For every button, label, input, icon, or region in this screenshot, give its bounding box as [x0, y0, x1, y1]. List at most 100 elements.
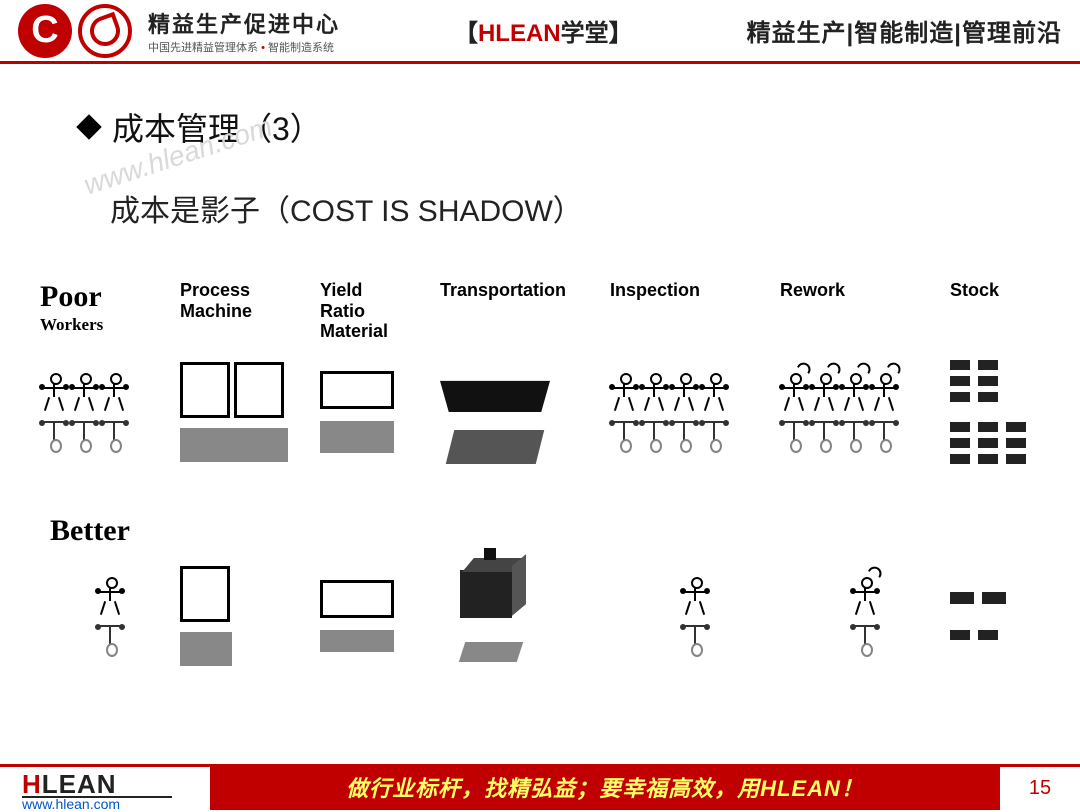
poor-text: Poor — [40, 280, 102, 313]
machine-icon — [180, 362, 230, 418]
stick-tool-icon — [851, 577, 879, 617]
machine-shadow-icon — [180, 428, 288, 462]
ship-shadow-icon — [446, 430, 544, 464]
label-stock: Stock — [950, 280, 1050, 301]
stick-icon — [96, 577, 124, 617]
shadow-icon — [870, 419, 898, 451]
stick-tool-icon — [840, 373, 868, 413]
material-icon — [320, 371, 394, 409]
brick-icon — [950, 630, 970, 640]
stick-icon — [670, 373, 698, 413]
poor-inspection — [610, 373, 780, 451]
logo-sub-a: 中国先进精益管理体系 — [148, 42, 258, 54]
bullet-text: 成本管理（3） — [112, 104, 322, 150]
shadow-icon — [70, 419, 98, 451]
label-process: Process Machine — [180, 280, 320, 321]
logo-ring-icon — [78, 4, 132, 58]
bullet-title: 成本管理（3） — [80, 104, 1020, 150]
machine-shadow-icon — [180, 632, 232, 666]
header-black: 学堂 — [561, 20, 609, 47]
l-y1: Yield — [320, 280, 362, 300]
stick-icon — [100, 373, 128, 413]
stick-icon — [700, 373, 728, 413]
footer: HLEAN www.hlean.com 做行业标杆，找精弘益；要幸福高效，用HL… — [0, 764, 1080, 810]
l-y3: Material — [320, 321, 388, 341]
poor-transport — [440, 360, 610, 464]
label-yield: Yield Ratio Material — [320, 280, 440, 342]
column-headers: Poor Workers Process Machine Yield Ratio… — [40, 280, 1050, 342]
shadow-icon — [681, 623, 709, 655]
brick-icon — [1006, 438, 1026, 448]
better-inspection — [610, 577, 780, 655]
logo-title: 精益生产促进中心 — [148, 7, 340, 39]
better-row — [40, 566, 1050, 666]
poor-row — [40, 360, 1050, 464]
poor-machines — [180, 362, 320, 462]
bracket-l: 【 — [454, 20, 478, 47]
footer-brand: HLEAN www.hlean.com — [0, 764, 210, 810]
subtitle: 成本是影子（COST IS SHADOW） — [110, 186, 1020, 230]
better-rework — [780, 577, 950, 655]
label-workers: Workers — [40, 315, 180, 335]
l-y2: Ratio — [320, 301, 365, 321]
brick-icon — [950, 376, 970, 386]
poor-stock — [950, 360, 1050, 464]
brick-icon — [950, 438, 970, 448]
stick-tool-icon — [870, 373, 898, 413]
cube-shadow-icon — [459, 642, 523, 662]
brick-icon — [950, 422, 970, 432]
shadow-icon — [610, 419, 638, 451]
label-better: Better — [50, 514, 1050, 548]
shadow-icon — [810, 419, 838, 451]
poor-workers — [40, 373, 180, 451]
shadow-icon — [670, 419, 698, 451]
better-stock — [950, 592, 1050, 640]
brick-icon — [978, 630, 998, 640]
brick-icon — [978, 360, 998, 370]
shadow-icon — [840, 419, 868, 451]
material-icon — [320, 580, 394, 618]
page-number: 15 — [1000, 764, 1080, 810]
label-rework: Rework — [780, 280, 950, 301]
header-center: 【HLEAN学堂】 — [340, 13, 747, 48]
brick-icon — [950, 592, 974, 604]
brick-icon — [1006, 454, 1026, 464]
machine-icon — [180, 566, 230, 622]
stick-tool-icon — [780, 373, 808, 413]
stick-icon — [70, 373, 98, 413]
dot-icon: • — [261, 42, 265, 54]
poor-rework — [780, 373, 950, 451]
logo-text: 精益生产促进中心 中国先进精益管理体系 • 智能制造系统 — [148, 7, 340, 55]
poor-material — [320, 371, 440, 453]
label-transport: Transportation — [440, 280, 610, 301]
material-shadow-icon — [320, 630, 394, 652]
brick-icon — [950, 360, 970, 370]
brand-h: H — [22, 769, 42, 799]
better-material — [320, 580, 440, 652]
footer-slogan: 做行业标杆，找精弘益；要幸福高效，用HLEAN！ — [210, 764, 1000, 810]
stick-tool-icon — [810, 373, 838, 413]
shadow-icon — [851, 623, 879, 655]
brick-icon — [950, 392, 970, 402]
better-workers — [40, 577, 180, 655]
ship-icon — [440, 360, 550, 412]
diamond-icon — [76, 114, 101, 139]
shadow-icon — [640, 419, 668, 451]
shadow-icon — [700, 419, 728, 451]
diagram: Poor Workers Process Machine Yield Ratio… — [40, 280, 1050, 666]
content-area: 成本管理（3） 成本是影子（COST IS SHADOW） — [0, 64, 1080, 230]
better-transport — [440, 570, 610, 662]
brick-icon — [978, 454, 998, 464]
material-shadow-icon — [320, 421, 394, 453]
shadow-icon — [40, 419, 68, 451]
stick-icon — [640, 373, 668, 413]
bracket-r: 】 — [609, 20, 633, 47]
shadow-icon — [96, 623, 124, 655]
stick-icon — [40, 373, 68, 413]
brand-rest: LEAN — [42, 769, 117, 799]
stick-icon — [681, 577, 709, 617]
shadow-icon — [780, 419, 808, 451]
header-bar: C 精益生产促进中心 中国先进精益管理体系 • 智能制造系统 【HLEAN学堂】… — [0, 0, 1080, 64]
header-right: 精益生产|智能制造|管理前沿 — [747, 13, 1062, 48]
label-poor: Poor Workers — [40, 280, 180, 334]
